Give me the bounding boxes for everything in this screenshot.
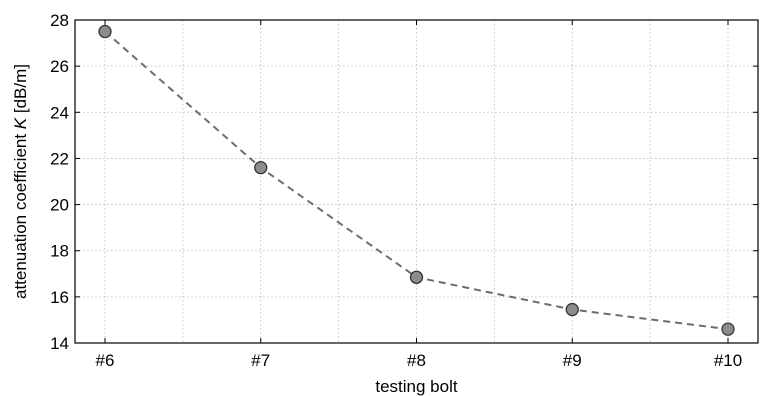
x-tick-label: #9 xyxy=(563,351,582,370)
series-markers xyxy=(98,24,735,336)
data-point xyxy=(409,270,424,284)
y-axis-label: attenuation coefficient K [dB/m] xyxy=(11,64,30,299)
y-axis-label-after: [dB/m] xyxy=(11,64,30,118)
data-point xyxy=(254,161,268,175)
y-tick-label: 16 xyxy=(50,288,69,307)
data-point xyxy=(98,24,112,39)
y-tick-label: 18 xyxy=(50,242,69,261)
x-tick-label: #8 xyxy=(407,351,426,370)
data-point xyxy=(721,322,735,336)
x-axis: #6 #7 #8 #9 #10 xyxy=(96,20,742,370)
x-tick-label: #7 xyxy=(251,351,270,370)
x-tick-label: #6 xyxy=(96,351,115,370)
y-tick-label: 28 xyxy=(50,11,69,30)
y-tick-label: 14 xyxy=(50,334,69,353)
y-axis-label-before: attenuation coefficient xyxy=(11,129,30,299)
x-axis-label: testing bolt xyxy=(375,377,457,396)
y-tick-label: 20 xyxy=(50,196,69,215)
y-tick-label: 26 xyxy=(50,57,69,76)
grid xyxy=(75,20,758,343)
y-tick-label: 22 xyxy=(50,149,69,168)
y-axis: 14 16 18 20 22 24 26 28 xyxy=(50,11,758,353)
data-point xyxy=(565,302,579,317)
y-axis-label-symbol: K xyxy=(11,117,30,129)
x-tick-label: #10 xyxy=(714,351,742,370)
y-tick-label: 24 xyxy=(50,103,69,122)
